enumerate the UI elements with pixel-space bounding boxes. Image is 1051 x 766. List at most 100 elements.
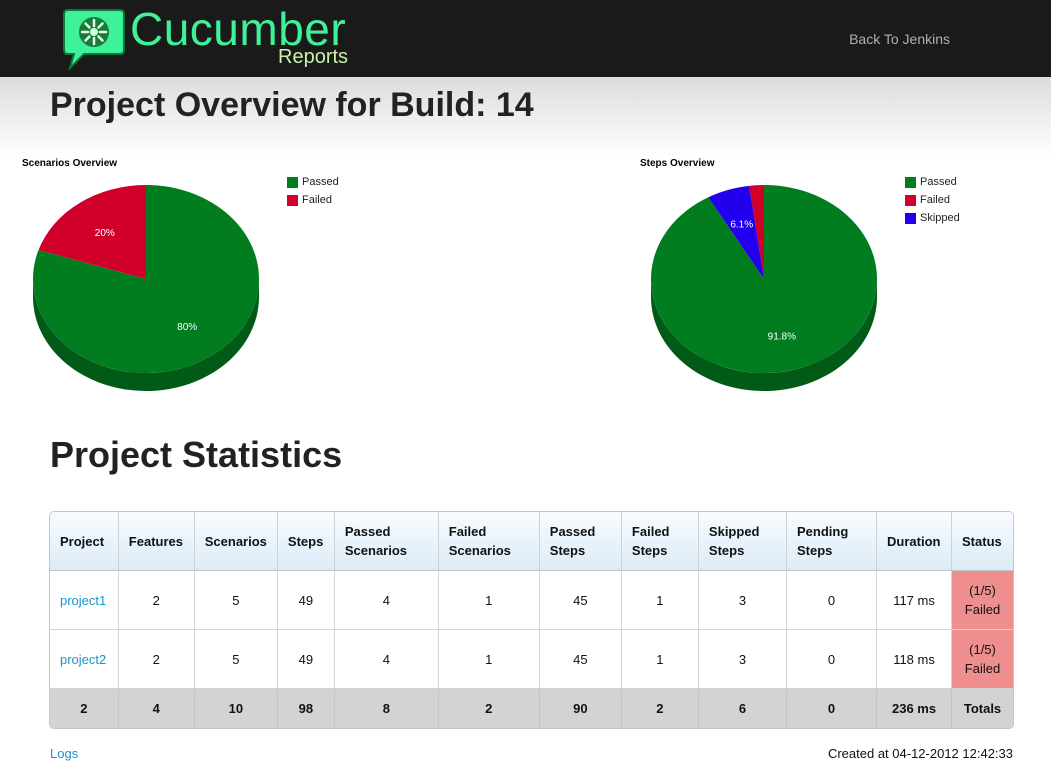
- failed-steps-cell: 1: [621, 571, 699, 630]
- legend-label: Failed: [920, 194, 950, 206]
- totals-cell: 0: [787, 689, 878, 728]
- totals-cell: 2: [621, 689, 699, 728]
- steps-pie-chart: 91.8% 6.1%: [651, 185, 877, 391]
- legend-label: Passed: [920, 176, 957, 188]
- project-statistics-table: Project Features Scenarios Steps Passed …: [49, 511, 1014, 729]
- project-link[interactable]: project2: [60, 651, 107, 667]
- duration-cell: 118 ms: [877, 630, 953, 689]
- totals-cell: 2: [50, 689, 119, 728]
- scenarios-cell: 5: [194, 571, 278, 630]
- header-gradient: [0, 77, 1051, 157]
- column-header[interactable]: Steps: [277, 512, 335, 571]
- column-header[interactable]: Status: [952, 512, 1013, 571]
- failed-scenarios-cell: 1: [438, 571, 540, 630]
- legend-item-passed: Passed: [287, 173, 339, 191]
- totals-cell: 10: [194, 689, 278, 728]
- status-count: (1/5): [969, 583, 996, 598]
- legend-item-failed: Failed: [287, 191, 339, 209]
- pending-steps-cell: 0: [787, 630, 878, 689]
- features-cell: 2: [118, 571, 195, 630]
- created-timestamp: Created at 04-12-2012 12:42:33: [827, 746, 1013, 761]
- legend-item-skipped: Skipped: [905, 209, 960, 227]
- top-bar: Cucumber Reports Back To Jenkins: [0, 0, 1051, 77]
- back-to-jenkins-link[interactable]: Back To Jenkins: [849, 31, 950, 47]
- scenarios-cell: 5: [194, 630, 278, 689]
- totals-cell: 4: [118, 689, 195, 728]
- legend-swatch: [287, 176, 298, 188]
- logs-link[interactable]: Logs: [50, 746, 79, 761]
- column-header[interactable]: Passed Scenarios: [334, 512, 439, 571]
- totals-cell: 6: [698, 689, 788, 728]
- legend-label: Skipped: [920, 212, 960, 224]
- skipped-steps-cell: 3: [698, 571, 788, 630]
- pie-slice-skipped: [708, 185, 764, 279]
- steps-chart-title: Steps Overview: [640, 158, 715, 169]
- scenarios-legend: Passed Failed: [287, 173, 339, 209]
- column-header[interactable]: Project: [50, 512, 119, 571]
- status-cell: (1/5) Failed: [952, 630, 1013, 689]
- status-count: (1/5): [969, 642, 996, 657]
- status-label: Failed: [964, 602, 1001, 617]
- pie-side: [651, 279, 877, 391]
- pie-slice-failed: [38, 185, 147, 279]
- legend-swatch: [905, 176, 916, 188]
- status-label: Failed: [964, 661, 1001, 676]
- column-header[interactable]: Failed Scenarios: [438, 512, 540, 571]
- legend-item-failed: Failed: [905, 191, 960, 209]
- column-header[interactable]: Skipped Steps: [698, 512, 788, 571]
- legend-label: Failed: [302, 194, 332, 206]
- passed-scenarios-cell: 4: [334, 571, 439, 630]
- column-header[interactable]: Passed Steps: [539, 512, 622, 571]
- logo-title: Cucumber: [130, 3, 347, 55]
- passed-steps-cell: 45: [539, 571, 622, 630]
- totals-cell: 98: [277, 689, 335, 728]
- pie-data-label: 91.8%: [768, 331, 796, 342]
- legend-label: Passed: [302, 176, 339, 188]
- failed-steps-cell: 1: [621, 630, 699, 689]
- pie-slice-failed: [749, 185, 764, 279]
- table-header-row: Project Features Scenarios Steps Passed …: [50, 512, 1013, 571]
- failed-scenarios-cell: 1: [438, 630, 540, 689]
- legend-swatch: [905, 212, 916, 224]
- totals-row: 2 4 10 98 8 2 90 2 6 0 236 ms Totals: [50, 689, 1013, 728]
- totals-cell: 90: [539, 689, 622, 728]
- duration-cell: 117 ms: [877, 571, 953, 630]
- status-cell: (1/5) Failed: [952, 571, 1013, 630]
- steps-legend: Passed Failed Skipped: [905, 173, 960, 227]
- cucumber-logo-icon: [63, 9, 125, 72]
- table-row: project2 2 5 49 4 1 45 1 3 0 118 ms (1/5…: [50, 630, 1013, 689]
- column-header[interactable]: Features: [118, 512, 195, 571]
- project-link[interactable]: project1: [60, 592, 107, 608]
- pie-data-label: 20%: [95, 228, 115, 239]
- table-row: project1 2 5 49 4 1 45 1 3 0 117 ms (1/5…: [50, 571, 1013, 630]
- column-header[interactable]: Duration: [877, 512, 953, 571]
- section-title-project-statistics: Project Statistics: [50, 434, 343, 475]
- column-header[interactable]: Scenarios: [194, 512, 278, 571]
- steps-cell: 49: [277, 571, 335, 630]
- totals-cell: 8: [334, 689, 439, 728]
- skipped-steps-cell: 3: [698, 630, 788, 689]
- project-cell: project1: [50, 571, 119, 630]
- legend-swatch: [287, 194, 298, 206]
- project-cell: project2: [50, 630, 119, 689]
- column-header[interactable]: Failed Steps: [621, 512, 699, 571]
- pie-side: [33, 279, 259, 391]
- steps-cell: 49: [277, 630, 335, 689]
- logo-subtitle: Reports: [278, 46, 349, 68]
- scenarios-pie-chart: 80% 20%: [32, 185, 259, 391]
- scenarios-chart-title: Scenarios Overview: [22, 158, 118, 169]
- cucumber-logo[interactable]: Cucumber Reports: [62, 3, 372, 72]
- totals-label-cell: Totals: [952, 689, 1013, 728]
- passed-steps-cell: 45: [539, 630, 622, 689]
- pie-data-label: 80%: [177, 322, 197, 333]
- pending-steps-cell: 0: [787, 571, 878, 630]
- features-cell: 2: [118, 630, 195, 689]
- pie-data-label: 6.1%: [730, 220, 753, 231]
- legend-item-passed: Passed: [905, 173, 960, 191]
- totals-cell: 236 ms: [877, 689, 953, 728]
- totals-cell: 2: [438, 689, 540, 728]
- passed-scenarios-cell: 4: [334, 630, 439, 689]
- column-header[interactable]: Pending Steps: [787, 512, 878, 571]
- page-title: Project Overview for Build: 14: [50, 86, 534, 124]
- legend-swatch: [905, 194, 916, 206]
